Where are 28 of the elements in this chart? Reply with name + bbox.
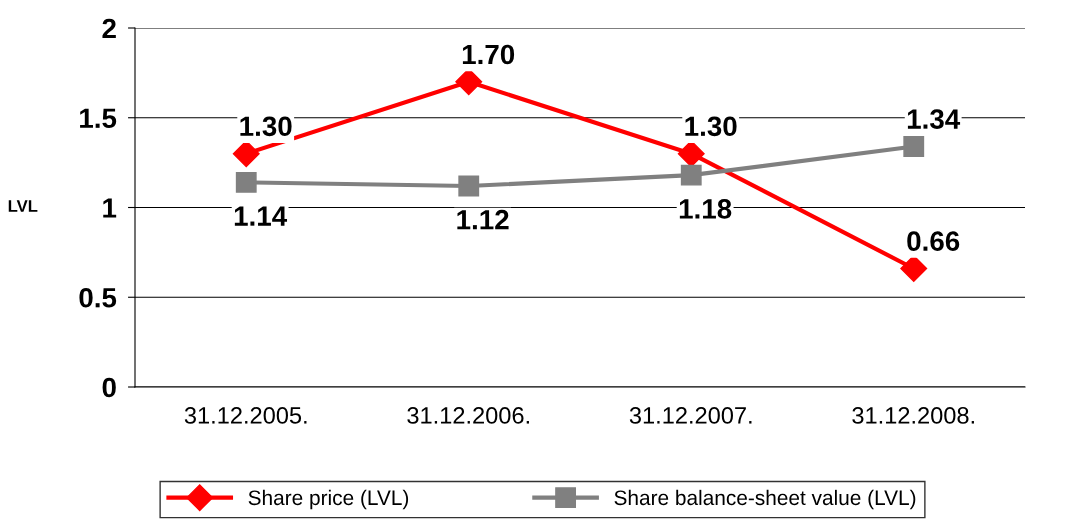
data-label: 0.66 bbox=[907, 231, 960, 251]
point bbox=[680, 164, 702, 186]
data-label: 1.70 bbox=[462, 44, 515, 65]
x-tick-label: 31.12.2005. bbox=[184, 407, 307, 424]
x-tick-label: 31.12.2006. bbox=[407, 407, 529, 424]
point bbox=[903, 136, 925, 157]
data-label: 1.30 bbox=[240, 116, 292, 137]
y-tick-label: 0.5 bbox=[79, 287, 117, 308]
point bbox=[900, 255, 928, 282]
y-tick-label: 1 bbox=[103, 198, 117, 218]
x-tick-label: 31.12.2007. bbox=[629, 407, 752, 424]
data-label: 1.30 bbox=[685, 116, 737, 137]
point bbox=[458, 175, 480, 197]
y-tick-label: 1.5 bbox=[80, 108, 117, 129]
legend-label: Share price (LVL) bbox=[248, 489, 409, 510]
data-label: 1.34 bbox=[907, 109, 961, 129]
data-label: 1.12 bbox=[457, 209, 509, 230]
point bbox=[677, 140, 705, 168]
x-tick-label: 31.12.2008. bbox=[852, 407, 974, 424]
point bbox=[232, 140, 260, 168]
y-tick-label: 2 bbox=[102, 18, 116, 39]
point bbox=[235, 171, 257, 193]
data-label: 1.14 bbox=[234, 206, 288, 226]
y-axis-title: LVL bbox=[8, 200, 38, 212]
legend-label: Share balance-sheet value (LVL) bbox=[614, 489, 916, 510]
y-tick-label: 0 bbox=[102, 377, 116, 398]
data-label: 1.18 bbox=[679, 199, 732, 219]
point bbox=[455, 68, 483, 96]
